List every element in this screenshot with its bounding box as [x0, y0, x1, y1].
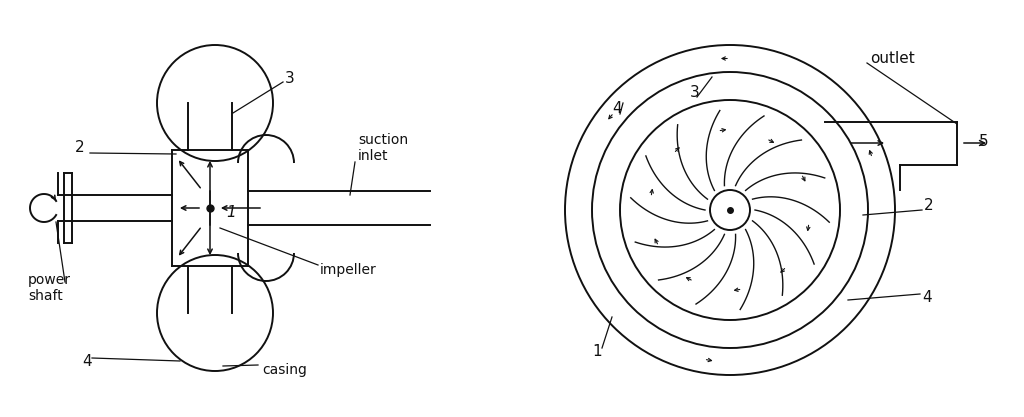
Text: suction
inlet: suction inlet	[358, 133, 409, 163]
Text: impeller: impeller	[319, 263, 377, 277]
Text: 5: 5	[979, 133, 988, 148]
Text: 4: 4	[922, 291, 932, 306]
Text: 1: 1	[226, 204, 236, 219]
Text: 4: 4	[82, 354, 91, 369]
Text: casing: casing	[262, 363, 307, 377]
Text: 3: 3	[690, 85, 699, 100]
Text: 3: 3	[285, 70, 295, 85]
Text: 2: 2	[75, 141, 85, 156]
Text: 4: 4	[612, 100, 622, 116]
Text: power
shaft: power shaft	[28, 273, 71, 303]
Text: 1: 1	[592, 344, 602, 359]
Text: 2: 2	[924, 198, 934, 213]
Text: outlet: outlet	[870, 50, 914, 65]
